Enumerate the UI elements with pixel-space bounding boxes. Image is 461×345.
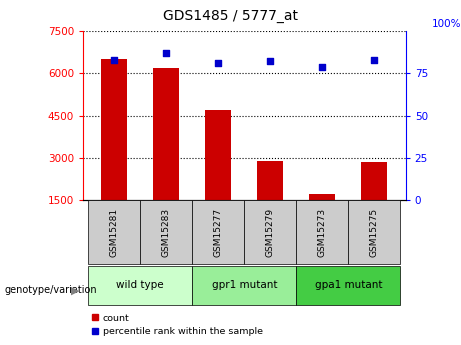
Bar [244, 200, 296, 264]
Point [111, 57, 118, 62]
Point [266, 59, 274, 64]
Bar [205, 110, 231, 200]
Text: ▶: ▶ [71, 286, 80, 295]
Legend: count, percentile rank within the sample: count, percentile rank within the sample [88, 310, 266, 340]
Text: GSM15281: GSM15281 [110, 207, 119, 257]
Point [371, 57, 378, 62]
Bar [296, 266, 401, 305]
Text: GDS1485 / 5777_at: GDS1485 / 5777_at [163, 9, 298, 23]
Text: GSM15275: GSM15275 [370, 207, 379, 257]
Bar [296, 200, 349, 264]
Bar [192, 200, 244, 264]
Bar [140, 200, 192, 264]
Text: genotype/variation: genotype/variation [5, 286, 97, 295]
Text: GSM15279: GSM15279 [266, 207, 275, 257]
Bar [349, 200, 401, 264]
Bar [88, 200, 140, 264]
Point [163, 50, 170, 56]
Text: 100%: 100% [431, 19, 461, 29]
Point [319, 64, 326, 69]
Bar [192, 266, 296, 305]
Bar [101, 59, 127, 200]
Text: gpa1 mutant: gpa1 mutant [315, 280, 382, 290]
Text: GSM15273: GSM15273 [318, 207, 327, 257]
Text: wild type: wild type [117, 280, 164, 290]
Bar [88, 266, 192, 305]
Text: GSM15277: GSM15277 [214, 207, 223, 257]
Bar [309, 195, 336, 200]
Bar [153, 68, 179, 200]
Bar [361, 162, 387, 200]
Text: gpr1 mutant: gpr1 mutant [212, 280, 277, 290]
Point [215, 60, 222, 66]
Text: GSM15283: GSM15283 [162, 207, 171, 257]
Bar [257, 161, 284, 200]
